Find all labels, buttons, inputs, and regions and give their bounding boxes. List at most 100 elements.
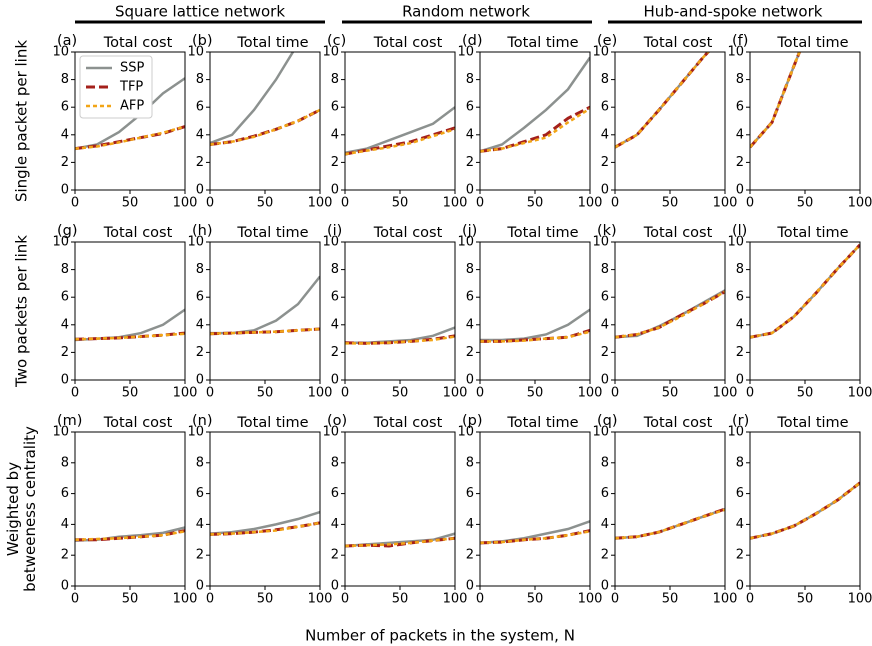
x-tick-label: 50: [797, 196, 814, 211]
y-tick-label: 8: [61, 262, 69, 277]
panel-label: (n): [192, 413, 213, 429]
y-tick-label: 4: [61, 317, 69, 332]
series-line: [480, 530, 590, 545]
x-tick-label: 0: [206, 196, 214, 211]
panel-label: (j): [462, 223, 477, 239]
series-line: [750, 52, 802, 149]
panel-label: (o): [327, 413, 347, 429]
panel-label: (i): [327, 223, 342, 239]
y-tick-label: 2: [601, 548, 609, 563]
y-tick-label: 10: [592, 45, 609, 60]
y-tick-label: 8: [331, 262, 339, 277]
y-tick-label: 6: [466, 290, 474, 305]
y-tick-label: 0: [466, 373, 474, 388]
series-line: [480, 105, 590, 153]
x-tick-label: 50: [257, 196, 274, 211]
y-tick-label: 8: [196, 262, 204, 277]
series-line: [750, 243, 860, 339]
y-tick-label: 10: [187, 425, 204, 440]
panel-label: (q): [597, 413, 618, 429]
y-tick-label: 2: [196, 155, 204, 170]
y-tick-label: 10: [592, 235, 609, 250]
x-tick-label: 100: [443, 386, 468, 401]
row-label: Two packets per link: [13, 235, 31, 388]
plot-frame: [209, 431, 321, 587]
y-tick-label: 6: [61, 100, 69, 115]
x-tick-label: 50: [122, 592, 139, 607]
y-tick-label: 8: [601, 262, 609, 277]
series-line: [615, 290, 725, 339]
series-line: [615, 52, 711, 149]
y-tick-label: 10: [52, 425, 69, 440]
y-tick-label: 6: [196, 486, 204, 501]
plot-frame: [614, 241, 726, 381]
x-tick-label: 50: [797, 592, 814, 607]
x-tick-label: 0: [476, 386, 484, 401]
y-tick-label: 4: [466, 517, 474, 532]
series-line: [750, 481, 860, 540]
panel-label: (c): [327, 33, 346, 49]
legend-label: TFP: [119, 80, 143, 95]
x-tick-label: 0: [611, 386, 619, 401]
y-tick-label: 6: [331, 290, 339, 305]
series-line: [345, 537, 455, 548]
plot-frame: [74, 431, 186, 587]
panel-label: (a): [57, 33, 77, 49]
y-tick-label: 2: [61, 345, 69, 360]
y-tick-label: 0: [61, 183, 69, 198]
plot-frame: [614, 51, 726, 191]
x-tick-label: 100: [173, 196, 198, 211]
panel-title: Total cost: [373, 35, 443, 51]
y-tick-label: 8: [61, 455, 69, 470]
x-tick-label: 100: [308, 592, 333, 607]
x-tick-label: 0: [476, 592, 484, 607]
panel-label: (b): [192, 33, 213, 49]
y-tick-label: 6: [736, 290, 744, 305]
x-tick-label: 100: [308, 386, 333, 401]
panel-title: Total cost: [643, 415, 713, 431]
y-tick-label: 8: [331, 72, 339, 87]
y-tick-label: 6: [601, 100, 609, 115]
series-line: [615, 52, 710, 149]
y-tick-label: 4: [736, 517, 744, 532]
y-tick-label: 2: [736, 548, 744, 563]
y-tick-label: 4: [331, 127, 339, 142]
column-header: Hub-and-spoke network: [644, 3, 823, 21]
y-tick-label: 4: [331, 317, 339, 332]
y-tick-label: 10: [457, 45, 474, 60]
series-line: [75, 125, 185, 150]
y-tick-label: 4: [196, 127, 204, 142]
x-tick-label: 0: [71, 196, 79, 211]
y-tick-label: 10: [52, 235, 69, 250]
plot-frame: [749, 431, 861, 587]
row-label: betweeness centrality: [21, 426, 39, 592]
y-tick-label: 8: [466, 262, 474, 277]
x-tick-label: 100: [443, 196, 468, 211]
y-tick-label: 8: [331, 455, 339, 470]
y-tick-label: 8: [196, 455, 204, 470]
x-tick-label: 50: [662, 196, 679, 211]
series-line: [480, 107, 590, 153]
x-tick-label: 50: [797, 386, 814, 401]
y-tick-label: 4: [61, 517, 69, 532]
panel-title: Total cost: [373, 225, 443, 241]
column-header: Random network: [402, 3, 530, 21]
y-tick-label: 4: [601, 517, 609, 532]
y-tick-label: 6: [61, 290, 69, 305]
y-tick-label: 8: [736, 72, 744, 87]
y-tick-label: 8: [61, 72, 69, 87]
panel-title: Total time: [236, 35, 308, 51]
x-tick-label: 0: [611, 592, 619, 607]
panel-title: Total cost: [643, 225, 713, 241]
y-tick-label: 8: [601, 72, 609, 87]
series-line: [210, 108, 320, 146]
plot-frame: [749, 241, 861, 381]
x-tick-label: 0: [206, 386, 214, 401]
panel-title: Total time: [236, 415, 308, 431]
series-line: [345, 326, 455, 344]
y-tick-label: 4: [196, 317, 204, 332]
y-tick-label: 8: [466, 455, 474, 470]
y-tick-label: 4: [601, 317, 609, 332]
x-tick-label: 0: [206, 592, 214, 607]
